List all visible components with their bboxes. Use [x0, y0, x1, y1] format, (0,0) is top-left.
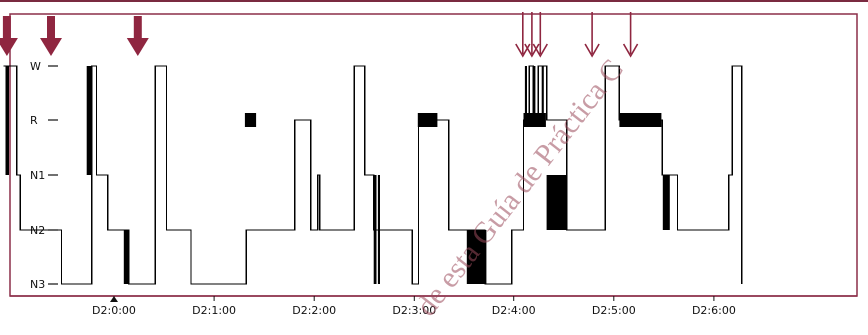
- dense-block: [466, 230, 487, 284]
- dense-block: [533, 66, 536, 120]
- dense-block: [123, 230, 128, 284]
- event-arrow-shaft: [47, 16, 55, 40]
- x-tick-label: D2:3:00: [392, 304, 436, 317]
- x-tick-label: D2:4:00: [492, 304, 536, 317]
- x-axis: D2:0:00 D2:1:00 D2:2:00 D2:3:00 D2:4:00 D2:5:…: [92, 296, 736, 317]
- event-arrow-head: [0, 38, 18, 56]
- dense-block: [662, 175, 670, 230]
- time-markers: [110, 296, 118, 302]
- y-tick-label: N3: [30, 278, 45, 291]
- event-arrows: [0, 12, 639, 58]
- x-tick-label: D2:1:00: [192, 304, 236, 317]
- stage-step-line: [3, 65, 743, 285]
- x-tick-label: D2:6:00: [692, 304, 736, 317]
- y-tick-label: W: [30, 60, 41, 73]
- time-marker-triangle: [110, 296, 118, 302]
- dense-block: [86, 66, 92, 175]
- x-tick-label: D2:5:00: [592, 304, 636, 317]
- dense-block: [244, 113, 257, 127]
- x-tick-label: D2:0:00: [92, 304, 136, 317]
- event-arrow-head: [622, 43, 639, 58]
- dense-block: [541, 66, 544, 120]
- y-tick-label: R: [30, 114, 38, 127]
- dense-block: [524, 66, 527, 120]
- stage-trace: [3, 65, 743, 285]
- dense-block: [5, 66, 9, 175]
- event-arrow-shaft: [2, 16, 11, 40]
- y-tick-label: N1: [30, 169, 45, 182]
- event-arrow-shaft: [133, 16, 142, 40]
- event-arrow-head: [584, 43, 600, 58]
- event-arrow-head: [532, 43, 548, 58]
- event-arrow-head: [126, 38, 149, 56]
- event-arrow-head: [524, 43, 540, 58]
- event-arrow-head: [40, 38, 62, 56]
- dense-block: [546, 175, 567, 230]
- x-tick-label: D2:2:00: [292, 304, 336, 317]
